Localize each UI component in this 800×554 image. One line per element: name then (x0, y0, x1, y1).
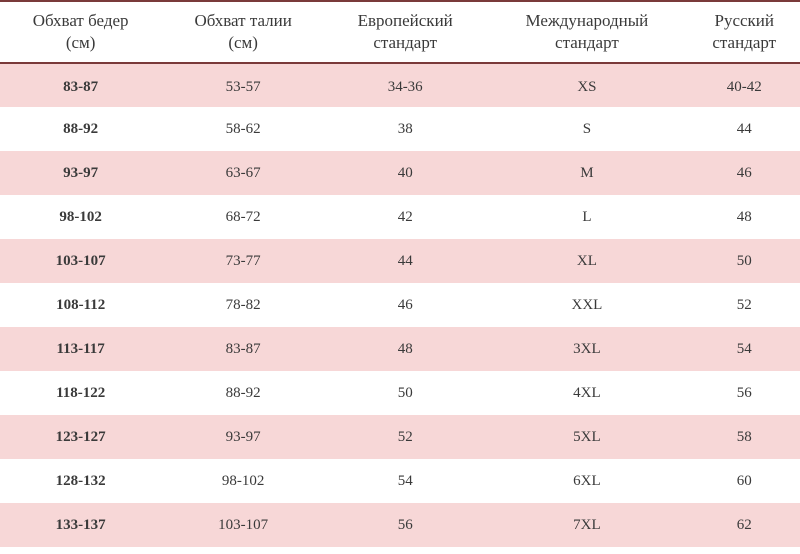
col-header-euro: Европейский стандарт (325, 1, 485, 63)
table-cell: 93-97 (161, 415, 325, 459)
col-header-russian: Русский стандарт (689, 1, 800, 63)
table-cell: 63-67 (161, 151, 325, 195)
table-cell: 50 (325, 371, 485, 415)
table-cell: 113-117 (0, 327, 161, 371)
table-row: 88-9258-6238S44 (0, 107, 800, 151)
table-body: 83-8753-5734-36XS40-4288-9258-6238S4493-… (0, 63, 800, 547)
table-cell: S (485, 107, 688, 151)
col-header-hip-line1: Обхват бедер (33, 11, 129, 30)
table-cell: 40 (325, 151, 485, 195)
table-cell: 38 (325, 107, 485, 151)
table-row: 133-137103-107567XL62 (0, 503, 800, 547)
table-cell: 98-102 (161, 459, 325, 503)
table-row: 128-13298-102546XL60 (0, 459, 800, 503)
table-cell: 56 (325, 503, 485, 547)
col-header-russian-line1: Русский (715, 11, 775, 30)
table-cell: 44 (325, 239, 485, 283)
table-row: 113-11783-87483XL54 (0, 327, 800, 371)
table-cell: 68-72 (161, 195, 325, 239)
table-row: 108-11278-8246XXL52 (0, 283, 800, 327)
table-cell: M (485, 151, 688, 195)
col-header-intl-line1: Международный (526, 11, 649, 30)
col-header-waist-line1: Обхват талии (194, 11, 291, 30)
table-cell: 48 (325, 327, 485, 371)
table-cell: 78-82 (161, 283, 325, 327)
table-cell: 88-92 (0, 107, 161, 151)
table-row: 93-9763-6740M46 (0, 151, 800, 195)
col-header-waist: Обхват талии (см) (161, 1, 325, 63)
table-row: 98-10268-7242L48 (0, 195, 800, 239)
col-header-intl: Международный стандарт (485, 1, 688, 63)
table-cell: 50 (689, 239, 800, 283)
col-header-russian-line2: стандарт (712, 33, 776, 52)
table-cell: 123-127 (0, 415, 161, 459)
table-cell: 54 (325, 459, 485, 503)
table-cell: 103-107 (0, 239, 161, 283)
table-cell: 53-57 (161, 63, 325, 107)
table-cell: 103-107 (161, 503, 325, 547)
table-cell: 52 (325, 415, 485, 459)
table-cell: 128-132 (0, 459, 161, 503)
col-header-euro-line2: стандарт (373, 33, 437, 52)
table-cell: 98-102 (0, 195, 161, 239)
table-cell: 4XL (485, 371, 688, 415)
table-cell: 108-112 (0, 283, 161, 327)
col-header-intl-line2: стандарт (555, 33, 619, 52)
table-cell: 118-122 (0, 371, 161, 415)
table-cell: 3XL (485, 327, 688, 371)
table-cell: 42 (325, 195, 485, 239)
table-cell: 52 (689, 283, 800, 327)
table-cell: XS (485, 63, 688, 107)
table-row: 83-8753-5734-36XS40-42 (0, 63, 800, 107)
size-chart-table: Обхват бедер (см) Обхват талии (см) Евро… (0, 0, 800, 547)
table-row: 118-12288-92504XL56 (0, 371, 800, 415)
table-cell: 34-36 (325, 63, 485, 107)
table-cell: 46 (689, 151, 800, 195)
table-cell: 93-97 (0, 151, 161, 195)
table-cell: L (485, 195, 688, 239)
table-row: 103-10773-7744XL50 (0, 239, 800, 283)
table-cell: 58-62 (161, 107, 325, 151)
table-cell: 46 (325, 283, 485, 327)
col-header-hip-line2: (см) (66, 33, 96, 52)
table-cell: 5XL (485, 415, 688, 459)
table-row: 123-12793-97525XL58 (0, 415, 800, 459)
table-cell: XXL (485, 283, 688, 327)
col-header-hip: Обхват бедер (см) (0, 1, 161, 63)
table-cell: 44 (689, 107, 800, 151)
table-cell: 58 (689, 415, 800, 459)
table-cell: 7XL (485, 503, 688, 547)
table-cell: 60 (689, 459, 800, 503)
table-cell: 83-87 (161, 327, 325, 371)
table-cell: 56 (689, 371, 800, 415)
col-header-waist-line2: (см) (228, 33, 258, 52)
table-cell: 48 (689, 195, 800, 239)
table-cell: 83-87 (0, 63, 161, 107)
table-cell: 88-92 (161, 371, 325, 415)
col-header-euro-line1: Европейский (358, 11, 453, 30)
table-cell: 73-77 (161, 239, 325, 283)
table-cell: 40-42 (689, 63, 800, 107)
table-cell: 62 (689, 503, 800, 547)
table-cell: 133-137 (0, 503, 161, 547)
table-cell: 54 (689, 327, 800, 371)
table-header-row: Обхват бедер (см) Обхват талии (см) Евро… (0, 1, 800, 63)
table-cell: XL (485, 239, 688, 283)
table-cell: 6XL (485, 459, 688, 503)
